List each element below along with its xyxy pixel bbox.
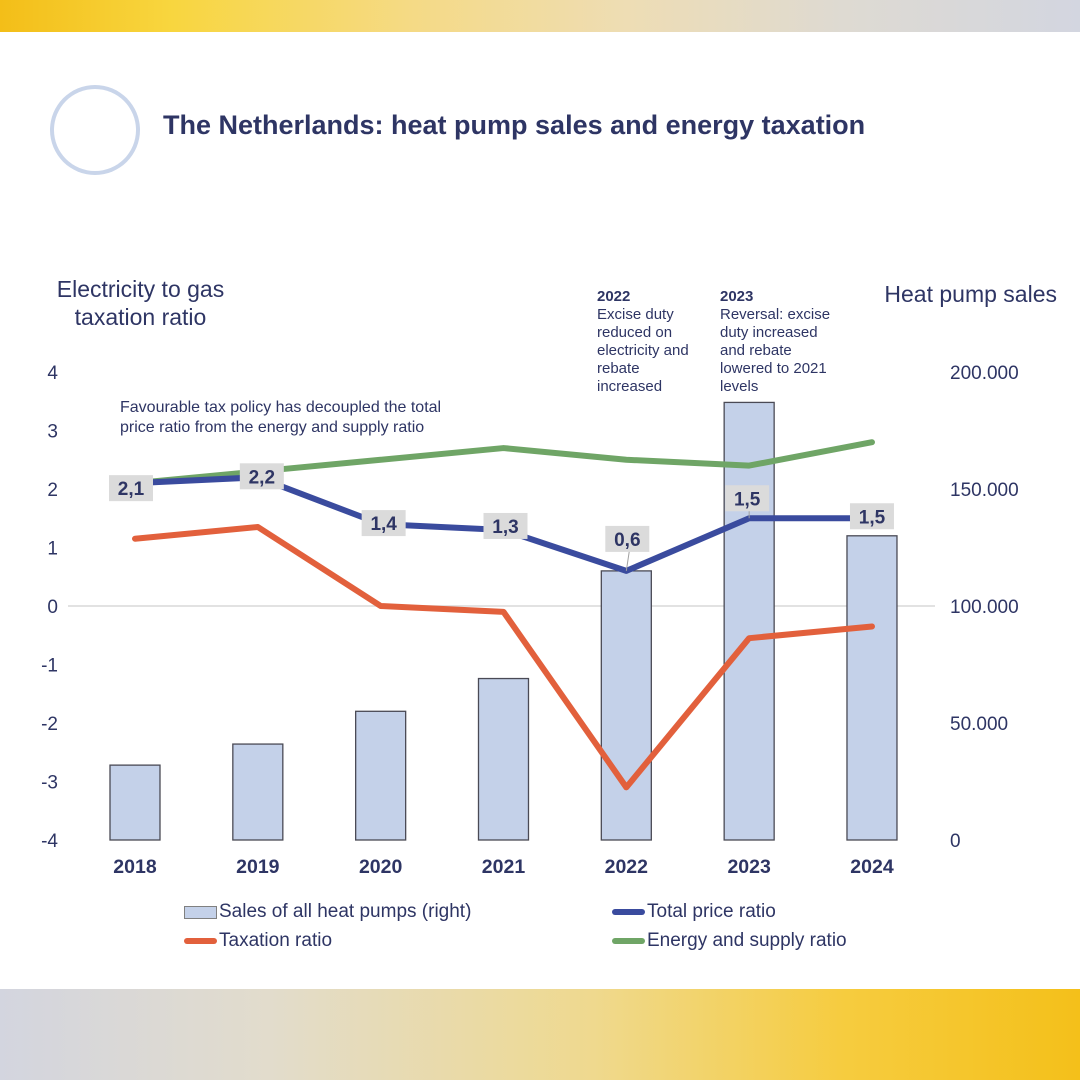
point-label-box [725,485,770,512]
annotation-2023-year: 2023 [720,288,754,305]
year-label-2023: 2023 [727,856,771,878]
bar-swatch-icon [184,905,217,919]
flag-red-band [58,93,132,117]
sales-bar-2018 [109,764,161,841]
legend-label-energy-supply-ratio: Energy and supply ratio [647,930,847,951]
right-tick-label: 0 [950,831,961,852]
point-label: 0,6 [614,530,640,551]
year-label-2024: 2024 [850,856,894,878]
left-tick-label: -4 [41,831,58,852]
point-label-box [849,503,894,530]
chart-note: Favourable tax policy has decoupled the … [120,399,442,436]
left-tick-label: 2 [47,480,58,501]
point-label: 1,5 [734,489,761,510]
annotation-2023: 2023 Reversal: excise duty increased and… [720,288,832,396]
bottom-gradient-band: ehpa 25 years [0,989,1080,1080]
point-label: 2,2 [249,467,275,488]
left-tick-label: -1 [41,656,58,677]
point-label: 2,1 [118,479,145,500]
year-label-2022: 2022 [605,856,649,878]
line-taxation-ratio [132,524,875,791]
netherlands-flag-icon [50,85,140,175]
sales-bar-2023 [723,401,775,841]
sales-bar-2020 [355,710,407,841]
right-axis-title: Heat pump sales [884,281,1057,307]
green-line-swatch-icon [612,938,645,944]
left-tick-label: 1 [47,539,58,560]
point-label: 1,5 [859,507,886,528]
year-label-2019: 2019 [236,856,280,878]
legend-label-taxation-ratio: Taxation ratio [219,930,333,951]
legend-label-sales: Sales of all heat pumps (right) [219,901,472,922]
point-label-box [605,525,650,552]
blue-line-swatch-icon [612,909,645,915]
sales-bar-2022 [600,570,652,841]
flag-ring [54,89,136,171]
line-energy-and-supply-ratio [132,439,875,487]
year-label-2018: 2018 [113,856,157,878]
left-tick-label: -3 [41,773,58,794]
left-tick-label: 0 [47,597,58,618]
top-gradient-band [0,0,1080,32]
annotation-2022: 2022 Excise duty reduced on electricity … [597,288,703,396]
right-tick-label: 100.000 [950,597,1019,618]
sales-bar-2024 [846,535,898,841]
point-label-box [239,463,284,490]
page-title: The Netherlands: heat pump sales and ene… [163,110,866,140]
point-label-box [361,510,406,537]
year-label-2021: 2021 [482,856,526,878]
point-label: 1,3 [492,517,518,538]
annotation-2022-text: Excise duty reduced on electricity and r… [597,306,689,395]
annotation-2023-text: Reversal: excise duty increased and reba… [720,306,831,395]
point-label-box [483,512,528,539]
point-label-box [109,475,153,502]
point-label: 1,4 [370,514,397,535]
line-total-price-ratio [132,474,875,574]
sales-bar-2019 [232,743,284,841]
legend-item-taxation-ratio: Taxation ratio [184,929,332,953]
left-tick-label: 4 [47,363,58,384]
right-tick-label: 200.000 [950,363,1019,384]
flag-image [58,93,132,167]
orange-line-swatch-icon [184,938,217,944]
right-tick-label: 150.000 [950,480,1019,501]
left-axis-title: Electricity to gas taxation ratio [56,276,225,330]
sales-bar-2021 [477,677,530,841]
left-tick-label: 3 [47,422,58,443]
flag-blue-band [58,143,132,167]
year-label-2020: 2020 [359,856,403,878]
legend-item-total-price-ratio: Total price ratio [612,900,776,924]
flag-white-band [58,116,132,144]
legend-item-energy-supply-ratio: Energy and supply ratio [612,929,847,953]
right-tick-label: 50.000 [950,714,1008,735]
legend-item-sales: Sales of all heat pumps (right) [184,900,471,924]
legend-label-total-price-ratio: Total price ratio [647,901,776,922]
annotation-2022-year: 2022 [597,288,631,305]
left-tick-label: -2 [41,714,58,735]
